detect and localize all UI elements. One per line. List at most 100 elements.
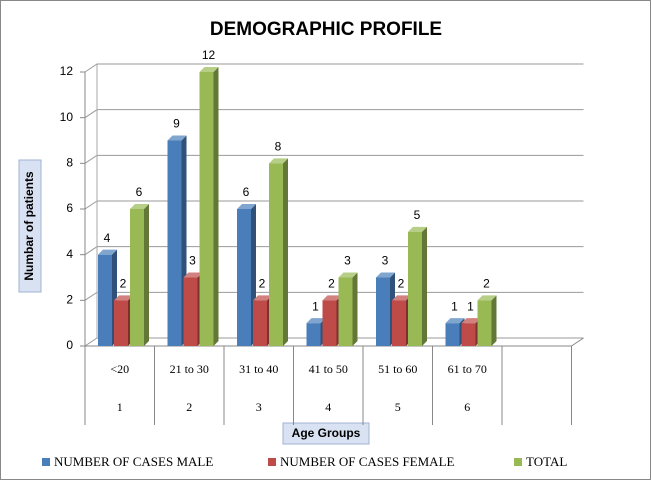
value-label: 8 (275, 140, 282, 154)
bar-top (408, 226, 427, 232)
x-tick-number: 5 (395, 400, 401, 414)
x-tick-label: 31 to 40 (239, 362, 278, 376)
legend-swatch (268, 458, 276, 466)
bar-top (183, 272, 203, 278)
bar-front (461, 323, 476, 346)
bar-front (392, 300, 406, 346)
bar-front (237, 209, 251, 346)
bar-front (98, 254, 112, 346)
bar-front (199, 72, 214, 346)
x-tick-number: 4 (325, 400, 331, 414)
value-label: 3 (344, 254, 351, 268)
value-label: 2 (259, 277, 266, 291)
x-tick-label: 61 to 70 (448, 362, 487, 376)
y-tick-label: 12 (60, 64, 74, 78)
bar-top (376, 272, 395, 278)
bar-top (114, 295, 133, 301)
bar-side (144, 204, 149, 346)
x-tick-number: 6 (464, 400, 470, 414)
value-label: 12 (202, 48, 216, 62)
x-tick-number: 3 (256, 400, 262, 414)
legend-label: TOTAL (526, 454, 567, 469)
value-label: 6 (243, 185, 250, 199)
value-label: 1 (467, 299, 474, 313)
bar-top (269, 158, 288, 164)
bar (477, 295, 497, 346)
value-label: 2 (120, 277, 127, 291)
x-tick-label: 41 to 50 (309, 362, 348, 376)
bar-top (338, 272, 358, 278)
bar-front (322, 300, 337, 346)
bar-front (306, 323, 321, 346)
y-tick-label: 4 (66, 247, 73, 261)
y-tick-label: 10 (60, 110, 74, 124)
value-label: 2 (483, 277, 490, 291)
x-tick-label: 21 to 30 (170, 362, 209, 376)
bar-front (253, 300, 267, 346)
bar-front (167, 140, 182, 346)
bar-top (237, 204, 256, 209)
bar-side (213, 67, 219, 346)
bar-side (422, 226, 427, 346)
bar-front (183, 277, 198, 346)
x-axis-title-box (282, 422, 370, 445)
value-label: 5 (414, 208, 421, 222)
bar-top (199, 67, 219, 72)
x-axis-title: Age Groups (292, 426, 361, 440)
value-label: 3 (382, 254, 389, 268)
bar-top (306, 318, 326, 324)
value-label: 1 (451, 299, 458, 313)
bar-top (477, 295, 497, 301)
bar-top (392, 295, 411, 301)
bar-front (269, 163, 283, 346)
x-axis-edge (571, 337, 584, 347)
y-axis-title: Numbar of patients (22, 171, 36, 281)
bar (445, 318, 465, 346)
bar-front (445, 323, 460, 346)
bar-side (283, 158, 288, 346)
bar-top (130, 204, 149, 209)
value-label: 3 (189, 254, 196, 268)
value-label: 2 (328, 277, 335, 291)
x-tick-number: 1 (117, 400, 123, 414)
bar-front (477, 300, 492, 346)
bar (269, 158, 288, 346)
bar-top (98, 249, 117, 255)
bar-front (338, 277, 353, 346)
bar-top (445, 318, 465, 324)
bar-top (167, 135, 187, 141)
y-tick-label: 2 (66, 293, 73, 307)
legend-swatch (42, 458, 50, 466)
bar-top (322, 295, 342, 301)
bar-side (491, 295, 497, 346)
x-tick-label: <20 (110, 362, 129, 376)
bar-top (253, 295, 272, 301)
bar (199, 67, 219, 346)
bar-side (352, 272, 358, 346)
bar (338, 272, 358, 346)
chart-title: DEMOGRAPHIC PROFILE (210, 19, 442, 40)
value-label: 9 (173, 117, 180, 131)
value-label: 1 (312, 299, 319, 313)
legend-label: NUMBER OF CASES FEMALE (280, 454, 455, 469)
bar-front (376, 277, 390, 346)
value-label: 4 (104, 231, 111, 245)
legend-label: NUMBER OF CASES MALE (54, 454, 213, 469)
bar-front (130, 209, 144, 346)
y-tick-label: 8 (66, 156, 73, 170)
y-tick-label: 6 (66, 201, 73, 215)
value-label: 2 (398, 277, 405, 291)
y-tick-label: 0 (66, 338, 73, 352)
bar (408, 226, 427, 346)
legend-swatch (514, 458, 522, 466)
bar-front (114, 300, 128, 346)
x-tick-label: 51 to 60 (378, 362, 417, 376)
x-tick-number: 2 (186, 400, 192, 414)
bar-front (408, 231, 422, 346)
y-axis-title-box (18, 159, 42, 293)
value-label: 6 (136, 185, 143, 199)
bar (130, 204, 149, 346)
bar-top (461, 318, 481, 324)
